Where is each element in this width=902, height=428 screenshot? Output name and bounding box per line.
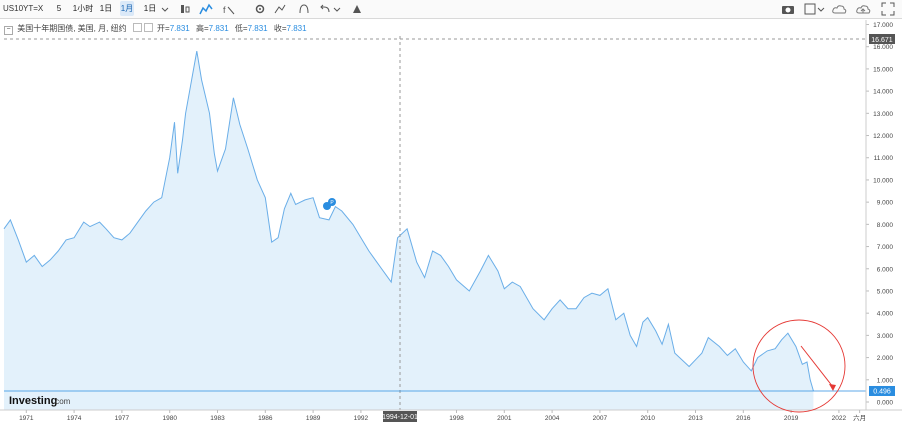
open-value: 7.831 (169, 24, 190, 33)
indicator-icon[interactable]: f (222, 2, 236, 16)
close-value: 7.831 (286, 24, 307, 33)
y-tick-label: 16.000 (873, 44, 893, 51)
price-line (3, 51, 814, 392)
marker-flag-icon[interactable]: P (323, 198, 336, 210)
interval-select[interactable]: 1日 (143, 4, 157, 13)
chart-legend: − 美国十年期国债, 美国, 月, 纽约 开=7.831 高=7.831 低=7… (4, 23, 307, 35)
alert-icon[interactable] (350, 2, 364, 16)
price-area (4, 51, 814, 410)
x-tick-label: 1974 (67, 415, 82, 422)
collapse-legend-icon[interactable]: − (4, 26, 13, 35)
settings-icon[interactable] (143, 23, 153, 32)
high-label: 高= (195, 24, 209, 33)
y-tick-label: 11.000 (874, 155, 894, 162)
y-tick-label: 17.000 (873, 22, 893, 29)
chevron-down-icon[interactable] (332, 2, 342, 16)
low-label: 低= (234, 24, 248, 33)
layout-icon[interactable] (803, 2, 817, 16)
x-tick-label: 1989 (306, 415, 321, 422)
last-price-label: 0.496 (873, 388, 891, 395)
y-tick-label: 10.000 (873, 177, 893, 184)
ticker-field[interactable]: US10YT=X (3, 4, 44, 13)
x-tick-label: 2016 (736, 415, 751, 422)
area-chart-icon[interactable] (199, 2, 213, 16)
interval-1m-button[interactable]: 1月 (120, 1, 134, 16)
candlestick-icon[interactable] (178, 2, 192, 16)
y-tick-label: 14.000 (873, 89, 893, 96)
y-tick-label: 3.000 (877, 333, 894, 340)
watermark-suffix: .com (53, 397, 71, 406)
x-tick-label: 2001 (497, 415, 512, 422)
interval-1h-button[interactable]: 1小时 (72, 4, 94, 13)
x-tick-label: 1986 (258, 415, 273, 422)
legend-title: 美国十年期国债, 美国, 月, 纽约 (17, 24, 127, 33)
cloud-icon[interactable] (832, 2, 848, 16)
last-price-tag (869, 385, 895, 396)
crosshair-time-tag (383, 411, 417, 422)
chevron-down-icon[interactable] (160, 2, 170, 16)
annotation-circle (752, 319, 846, 413)
object-tree-icon[interactable] (297, 2, 311, 16)
y-tick-label: 0.000 (877, 400, 894, 407)
x-tick-label: 2013 (688, 415, 703, 422)
high-value: 7.831 (208, 24, 229, 33)
x-tick-label: 1983 (210, 415, 225, 422)
draw-icon[interactable] (273, 2, 287, 16)
y-tick-label: 13.000 (873, 111, 893, 118)
y-tick-label: 4.000 (877, 311, 894, 318)
undo-icon[interactable] (318, 2, 332, 16)
low-value: 7.831 (247, 24, 268, 33)
watermark-brand: Investing (9, 395, 57, 407)
y-tick-label: 2.000 (877, 355, 894, 362)
annotation-arrow (800, 345, 834, 388)
y-tick-label: 7.000 (877, 244, 894, 251)
svg-text:P: P (330, 200, 334, 206)
x-tick-label: 1980 (162, 415, 177, 422)
annotation-arrow-head (829, 384, 836, 391)
svg-text:f: f (223, 5, 226, 15)
x-tick-label: 2004 (545, 415, 560, 422)
x-tick-label: 1998 (449, 415, 464, 422)
x-tick-label: 1977 (115, 415, 130, 422)
crosshair-price-label: 16.671 (871, 37, 893, 44)
crosshair-time-label: 1994-12-01 (382, 414, 418, 421)
y-tick-label: 8.000 (877, 222, 894, 229)
crosshair-price-tag (869, 34, 895, 44)
camera-icon[interactable] (781, 2, 795, 16)
x-tick-label: 1971 (19, 415, 34, 422)
y-tick-label: 5.000 (877, 288, 894, 295)
interval-5min-button[interactable]: 5 (56, 4, 62, 13)
visibility-icon[interactable] (132, 23, 142, 32)
close-label: 收= (273, 24, 287, 33)
x-tick-label: 2019 (784, 415, 799, 422)
y-tick-label: 9.000 (877, 200, 894, 207)
chart-toolbar: US10YT=X 5 1小时 1日 1月 1日 f (0, 0, 902, 19)
x-tick-label: 2010 (640, 415, 655, 422)
x-tick-label: 2007 (593, 415, 608, 422)
open-label: 开= (157, 24, 170, 33)
y-tick-label: 1.000 (877, 377, 894, 384)
chevron-down-icon[interactable] (816, 2, 826, 16)
cloud-upload-icon[interactable] (856, 2, 872, 16)
settings-icon[interactable] (253, 2, 267, 16)
fullscreen-icon[interactable] (881, 2, 895, 16)
y-tick-label: 12.000 (873, 133, 893, 140)
x-tick-label: 1992 (354, 415, 369, 422)
y-tick-label: 15.000 (873, 66, 893, 73)
y-tick-label: 6.000 (877, 266, 894, 273)
interval-1d-button[interactable]: 1日 (99, 4, 113, 13)
x-tick-label: 2022 (832, 415, 847, 422)
x-tick-label: 六月 (853, 413, 866, 422)
